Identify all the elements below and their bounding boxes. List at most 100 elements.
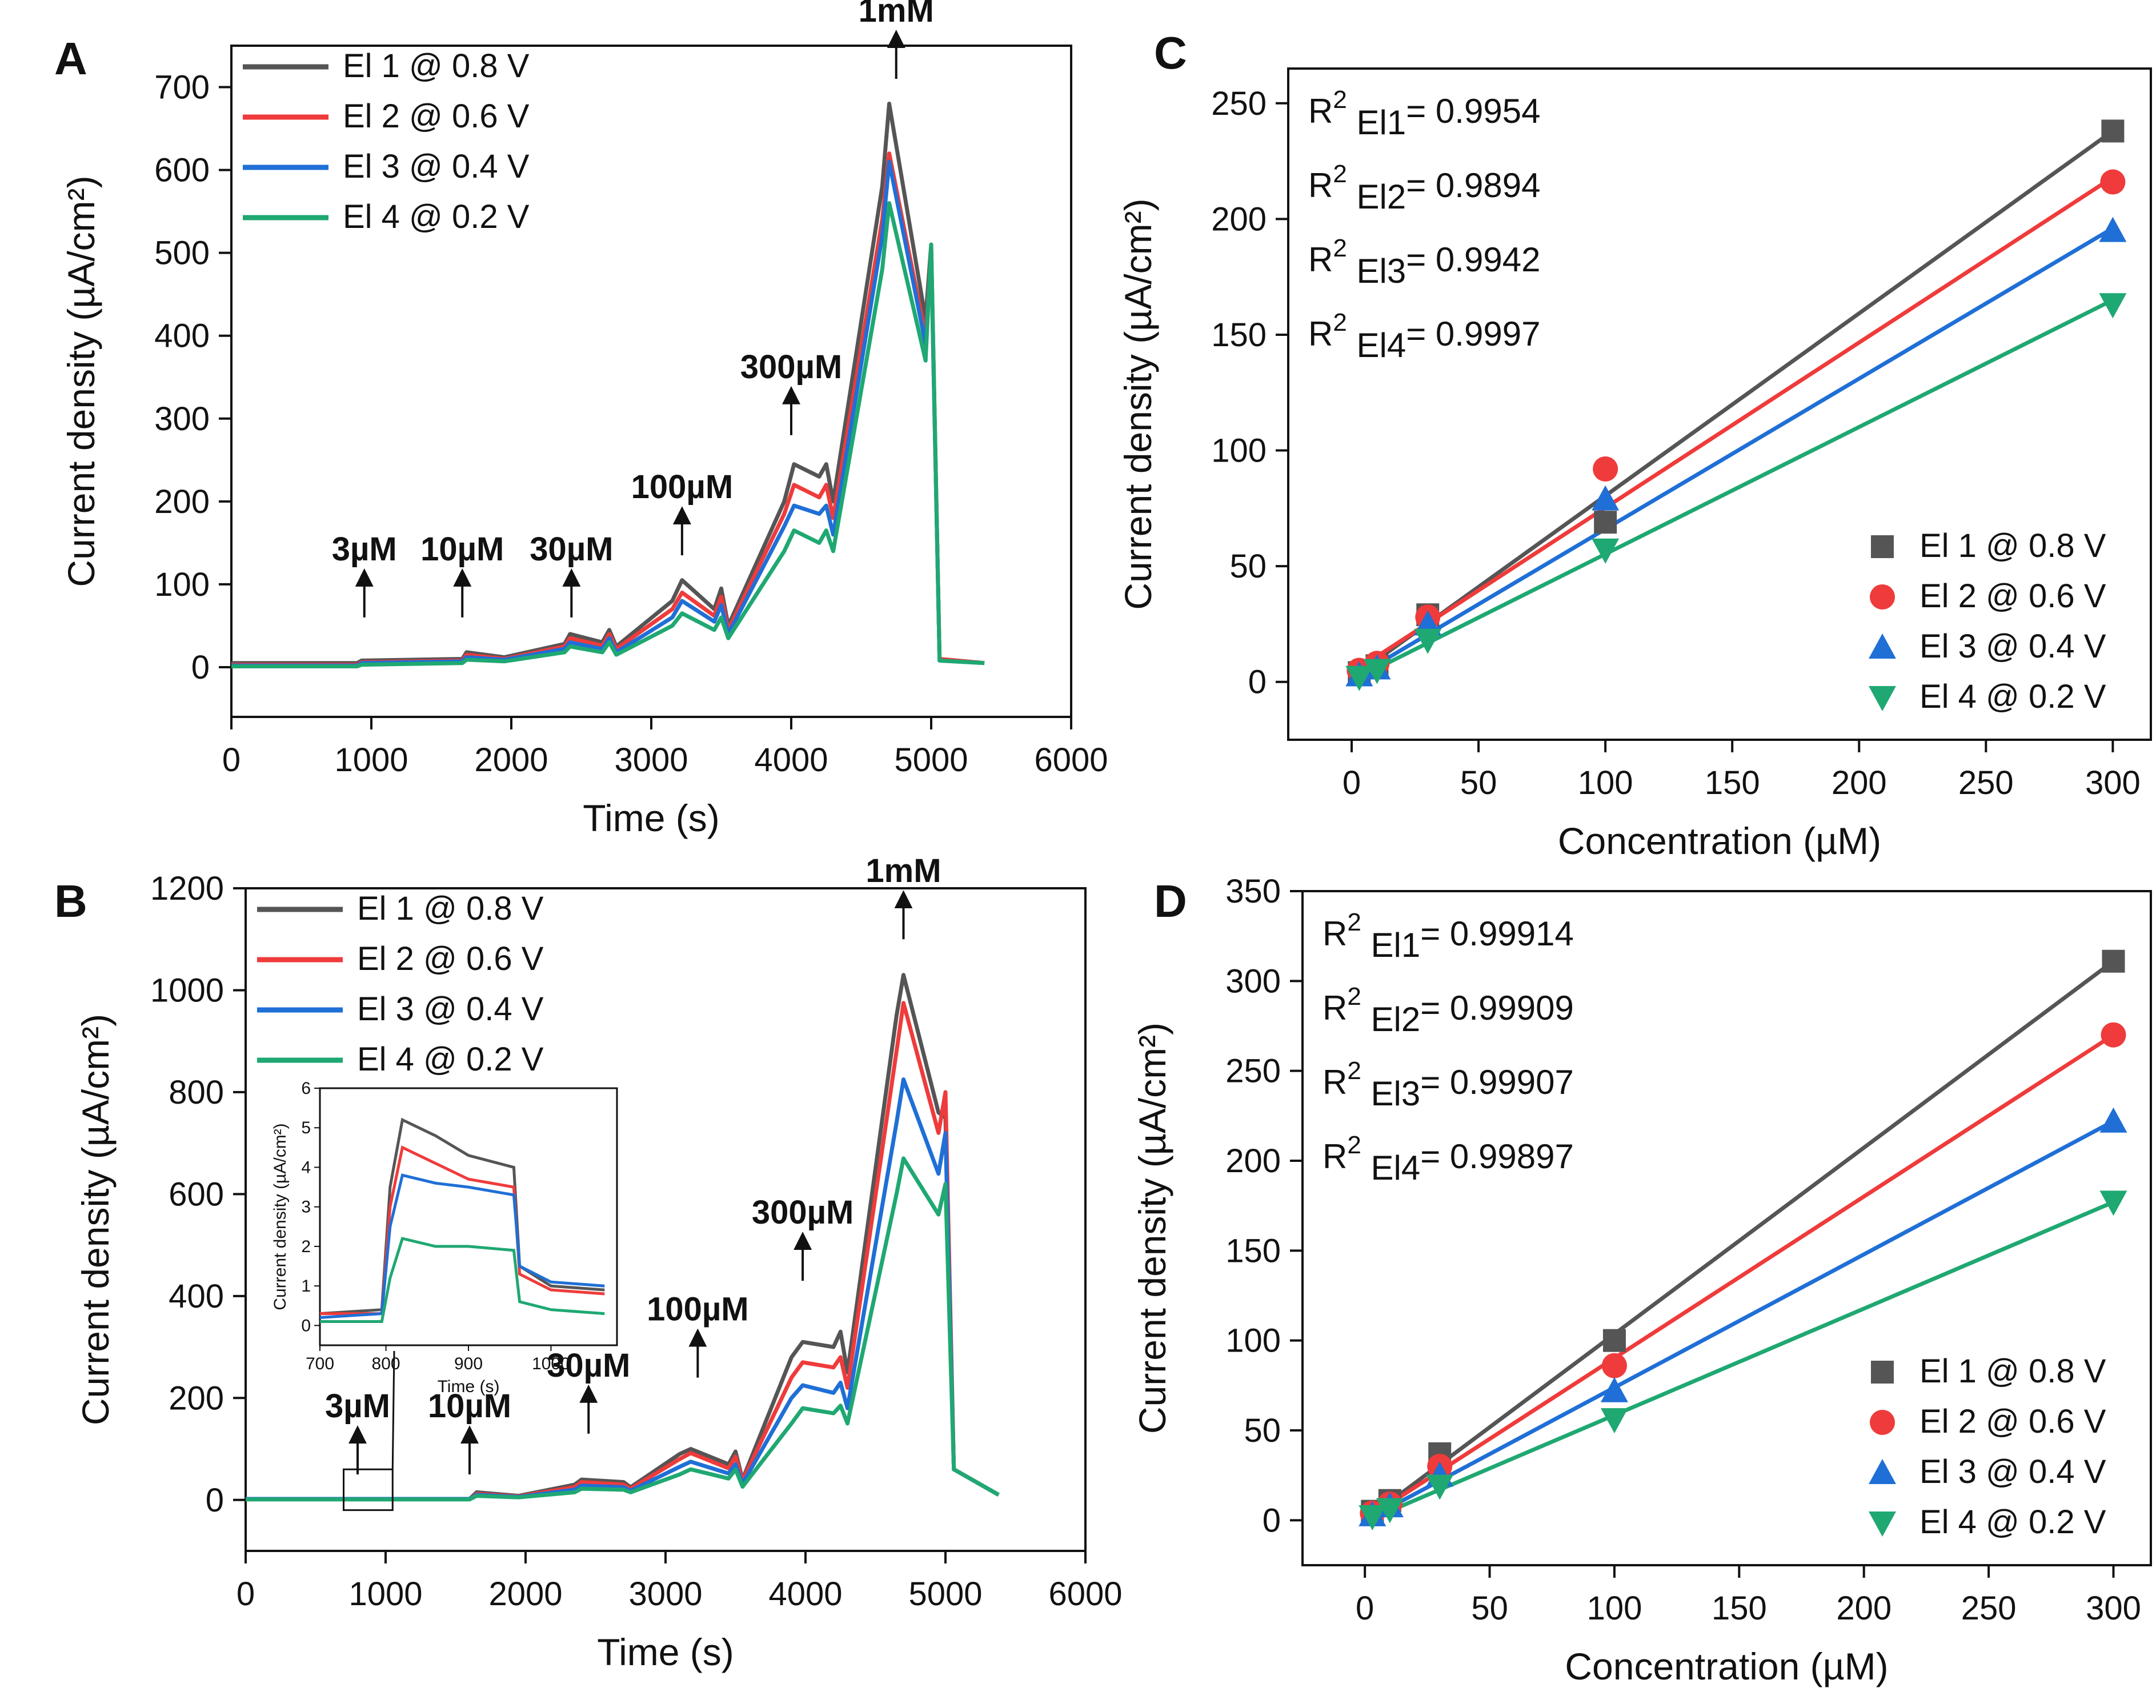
legend-label: El 2 @ 0.6 V (357, 940, 544, 977)
data-point (1414, 628, 1442, 654)
y-axis-title: Current density (µA/cm²) (60, 175, 102, 587)
x-tick-label: 5000 (908, 1575, 982, 1613)
y-tick-label: 400 (169, 1278, 224, 1315)
x-tick-label: 300 (2085, 764, 2141, 801)
data-point (2099, 1190, 2127, 1216)
data-point (2099, 216, 2127, 242)
x-tick-label: 150 (1705, 764, 1760, 801)
x-axis-title: Time (s) (583, 797, 720, 839)
inset-x-title: Time (s) (438, 1377, 500, 1396)
annotation-label: 10µM (420, 531, 504, 568)
annotation-label: 300µM (740, 348, 843, 386)
y-tick-label: 800 (169, 1074, 224, 1111)
r2-annotation: R2 El1= 0.99914 (1323, 908, 1574, 964)
data-point (2099, 1107, 2127, 1133)
panel-c: 0 50 100 150 200 250 300 0 50 100 150 200 250 Concent… (1117, 27, 2152, 862)
data-point (1593, 456, 1618, 482)
x-tick-label: 4000 (754, 741, 828, 779)
y-tick-label: 250 (1225, 1053, 1281, 1090)
legend-label: El 1 @ 0.8 V (357, 890, 544, 927)
legend-label: El 2 @ 0.6 V (1919, 578, 2106, 615)
x-tick-label: 0 (1356, 1590, 1374, 1627)
x-tick-label: 2000 (474, 741, 548, 779)
series-line (231, 201, 985, 668)
data-point (1426, 1474, 1454, 1500)
inset-x-tick-label: 700 (306, 1354, 334, 1373)
fit-line (1371, 1033, 2115, 1517)
y-tick-label: 50 (1229, 548, 1267, 585)
x-tick-label: 100 (1578, 764, 1633, 801)
x-tick-label: 2000 (488, 1575, 562, 1613)
x-tick-label: 1000 (334, 741, 408, 779)
x-tick-label: 1000 (348, 1575, 422, 1613)
data-point (1358, 1505, 1386, 1531)
y-tick-label: 200 (1211, 201, 1267, 238)
data-point (2100, 169, 2126, 195)
data-point (1602, 1329, 1626, 1352)
legend-label: El 2 @ 0.6 V (1919, 1403, 2106, 1440)
legend-label: El 1 @ 0.8 V (343, 47, 530, 85)
annotation-label: 1mM (859, 0, 934, 29)
y-tick-label: 0 (191, 649, 210, 686)
x-axis-title: Concentration (µM) (1558, 820, 1881, 862)
annotation-label: 100µM (631, 468, 734, 506)
data-point (2101, 119, 2125, 143)
fit-line (1358, 298, 2114, 679)
y-tick-label: 0 (206, 1482, 224, 1519)
inset-x-tick-label: 800 (372, 1354, 400, 1373)
inset-x-tick-label: 900 (454, 1354, 483, 1373)
legend-marker (1871, 1361, 1894, 1384)
x-tick-label: 6000 (1048, 1575, 1122, 1613)
legend-marker (1869, 1511, 1896, 1537)
panel-b: 0 1000 2000 3000 4000 5000 6000020040060080010… (54, 852, 1123, 1673)
data-point (1601, 1353, 1627, 1378)
inset-chart: 700 800 900 1000 0 1 2 3 4 5 6 Time (s) Current dens… (271, 1079, 618, 1396)
x-axis-title: Time (s) (597, 1631, 734, 1673)
x-tick-label: 3000 (628, 1575, 702, 1613)
fit-line (1358, 175, 2114, 670)
panel-d: 0 50 100 150 200 250 300 0 50 100 150 200 250 300 350 C… (1131, 873, 2152, 1687)
fit-line (1371, 1119, 2115, 1519)
data-point (2101, 1022, 2126, 1048)
x-tick-label: 0 (222, 741, 241, 779)
r2-annotation: R2 El3= 0.99907 (1323, 1057, 1574, 1113)
x-tick-label: 6000 (1034, 741, 1108, 779)
inset-y-tick-label: 4 (301, 1158, 311, 1177)
inset-x-tick-label: 1000 (532, 1354, 570, 1373)
annotation-label: 30µM (547, 1347, 630, 1384)
data-point (1345, 665, 1373, 691)
legend-label: El 1 @ 0.8 V (1919, 527, 2106, 564)
y-tick-label: 0 (1248, 664, 1267, 701)
y-tick-label: 200 (1225, 1142, 1281, 1180)
x-tick-label: 0 (237, 1575, 255, 1613)
inset-series-line (320, 1237, 605, 1323)
x-tick-label: 0 (1343, 764, 1361, 801)
legend-label: El 3 @ 0.4 V (1919, 628, 2106, 665)
inset-y-tick-label: 6 (301, 1079, 311, 1098)
data-point (1592, 485, 1620, 511)
inset-y-title: Current density (µA/cm²) (271, 1123, 290, 1310)
y-tick-label: 0 (1263, 1502, 1281, 1539)
legend-label: El 3 @ 0.4 V (357, 991, 544, 1028)
y-tick-label: 1200 (150, 870, 224, 907)
r2-annotation: R2 El3= 0.9942 (1308, 234, 1540, 290)
r2-annotation: R2 El2= 0.99909 (1323, 983, 1574, 1039)
y-tick-label: 100 (1225, 1322, 1281, 1360)
legend-marker (1869, 634, 1896, 659)
y-tick-label: 600 (154, 152, 210, 189)
annotation-label: 300µM (752, 1194, 854, 1231)
zoom-box (343, 1468, 394, 1511)
y-tick-label: 300 (1225, 963, 1281, 1000)
y-tick-label: 100 (1211, 432, 1267, 470)
x-tick-label: 250 (1961, 1590, 2017, 1627)
legend-label: El 4 @ 0.2 V (1919, 1503, 2106, 1541)
legend-label: El 3 @ 0.4 V (343, 148, 530, 185)
data-point (2099, 293, 2127, 319)
plot-frame (1301, 890, 2152, 1566)
y-tick-label: 200 (169, 1380, 224, 1417)
panel-a: 0 1000 2000 3000 4000 5000 6000 0 100 200 300 400 50… (54, 0, 1108, 839)
annotation-label: 10µM (428, 1388, 511, 1425)
x-axis-title: Concentration (µM) (1565, 1645, 1888, 1687)
panel-letter: B (54, 876, 87, 927)
